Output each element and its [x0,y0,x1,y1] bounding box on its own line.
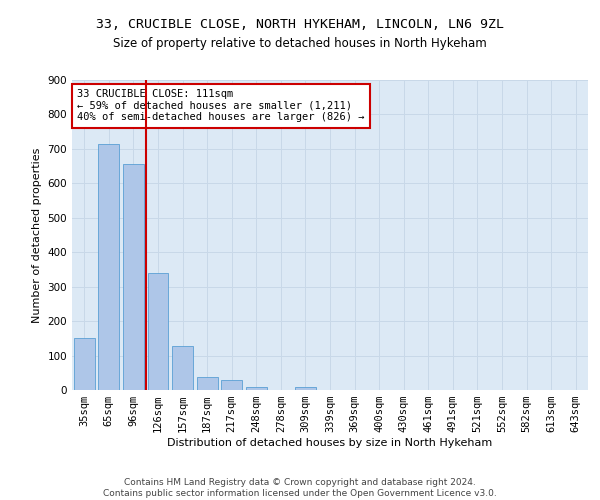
Bar [148,273,169,390]
Y-axis label: Number of detached properties: Number of detached properties [32,148,42,322]
Text: Size of property relative to detached houses in North Hykeham: Size of property relative to detached ho… [113,38,487,51]
Bar [74,338,95,390]
X-axis label: Distribution of detached houses by size in North Hykeham: Distribution of detached houses by size … [167,438,493,448]
Text: 33 CRUCIBLE CLOSE: 111sqm
← 59% of detached houses are smaller (1,211)
40% of se: 33 CRUCIBLE CLOSE: 111sqm ← 59% of detac… [77,90,365,122]
Bar [221,380,242,390]
Bar [246,386,267,390]
Bar [172,346,193,390]
Bar [197,377,218,390]
Text: 33, CRUCIBLE CLOSE, NORTH HYKEHAM, LINCOLN, LN6 9ZL: 33, CRUCIBLE CLOSE, NORTH HYKEHAM, LINCO… [96,18,504,30]
Text: Contains HM Land Registry data © Crown copyright and database right 2024.
Contai: Contains HM Land Registry data © Crown c… [103,478,497,498]
Bar [98,144,119,390]
Bar [295,387,316,390]
Bar [123,164,144,390]
